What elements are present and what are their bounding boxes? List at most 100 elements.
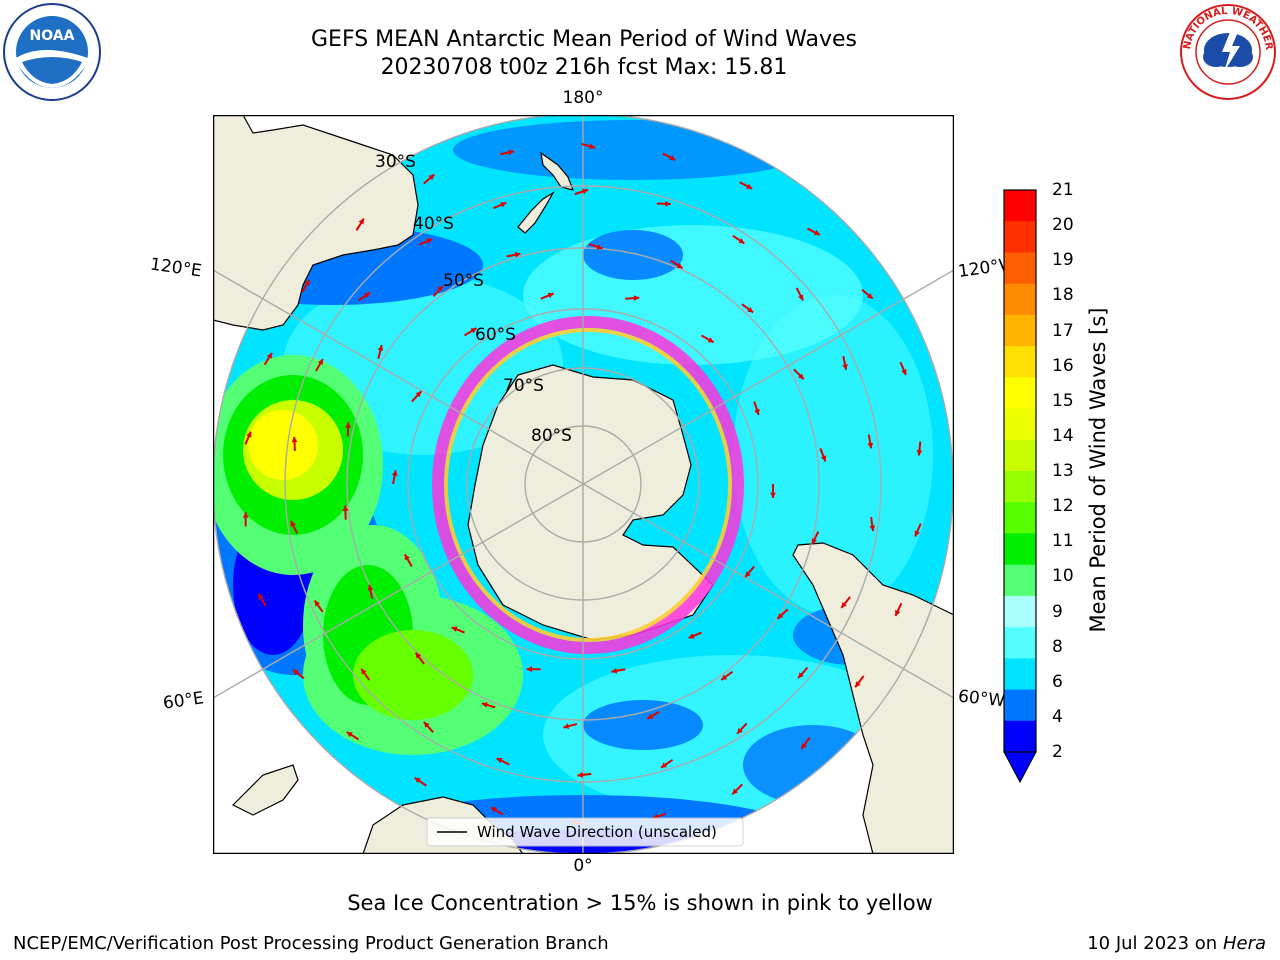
colorbar-blocks (1004, 190, 1036, 753)
wind-arrow-head (737, 727, 743, 734)
colorbar-block (1004, 283, 1036, 316)
wind-arrow-head (596, 244, 603, 250)
new-zealand-south (517, 191, 555, 234)
wind-arrow-head (869, 525, 876, 531)
wind-arrow-head (855, 681, 861, 688)
wind-arrow-head (563, 723, 570, 729)
lat-label-60s: 60°S (475, 325, 516, 345)
australia-land (213, 115, 419, 331)
sea-ice-ring (432, 316, 744, 654)
wind-arrow-head (490, 807, 497, 813)
wind-arrow-head (798, 294, 804, 301)
wind-arrow-head (770, 492, 776, 498)
colorbar-block (1004, 720, 1036, 753)
wind-arrow-head (842, 364, 848, 370)
wind-arrow-head (547, 292, 554, 299)
legend-label: Wind Wave Direction (unscaled) (477, 823, 717, 841)
wind-arrow-head (866, 293, 873, 299)
new-zealand-north (540, 151, 574, 191)
wind-arrow-head (914, 530, 920, 537)
wind-arrow-head (688, 633, 695, 639)
sea-ice-note: Sea Ice Concentration > 15% is shown in … (347, 891, 933, 915)
wind-arrow-head (746, 183, 753, 189)
wind-arrow-head (437, 285, 443, 292)
colorbar-block (1004, 221, 1036, 253)
south-america-land (792, 465, 954, 854)
latitude-labels: 30°S 40°S 50°S 60°S 70°S 80°S (375, 152, 572, 446)
lat-label-30s: 30°S (375, 152, 416, 172)
landmasses (213, 115, 954, 854)
wind-arrow-head (304, 279, 310, 286)
wind-arrow-head (797, 373, 804, 380)
colorbar-tick-label: 9 (1052, 601, 1063, 622)
wind-arrow-head (669, 155, 676, 161)
colorbar-tick-label: 10 (1052, 566, 1074, 587)
wind-arrow-head (345, 422, 351, 428)
wind-arrow-head (496, 758, 503, 764)
colorbar-block (1004, 252, 1036, 285)
colorbar-block (1004, 658, 1036, 691)
colorbar-block (1004, 689, 1036, 722)
antarctica-land (467, 364, 714, 641)
polar-map: 30°S 40°S 50°S 60°S 70°S 80°S Wind Wave … (213, 115, 954, 854)
colorbar-tick-label: 14 (1052, 425, 1074, 446)
wind-arrow-head (811, 538, 817, 545)
wind-arrow-head (665, 200, 671, 207)
wind-arrow-head (577, 772, 583, 778)
wind-arrows (242, 143, 923, 826)
wind-arrow-head (745, 571, 751, 578)
map-subtitle: 20230708 t00z 216h fcst Max: 15.81 (380, 55, 788, 80)
wind-arrow-head (676, 262, 683, 269)
wind-arrow-head (391, 470, 398, 476)
colorbar-tick-label: 20 (1052, 215, 1074, 236)
lon-label-120e: 120°E (148, 254, 203, 282)
colorbar-tick-label: 4 (1052, 706, 1063, 727)
wind-arrow-head (423, 721, 430, 728)
wind-arrow-head (451, 626, 458, 632)
colorbar-tick-label: 8 (1052, 636, 1063, 657)
colorbar-block (1004, 408, 1036, 441)
wind-arrow-head (258, 593, 264, 600)
wind-arrow-head (841, 601, 847, 608)
wind-arrow-head (777, 613, 784, 619)
wind-arrow-head (404, 554, 410, 561)
colorbar-block (1004, 564, 1036, 597)
wind-arrow-head (481, 702, 488, 708)
colorbar-block (1004, 595, 1036, 628)
wind-arrow-head (820, 455, 827, 462)
wind-arrow-head (426, 238, 433, 244)
lat-label-70s: 70°S (503, 376, 544, 396)
wind-arrow-head (661, 762, 667, 768)
wind-arrow-head (500, 202, 507, 208)
colorbar-block (1004, 439, 1036, 472)
colorbar-block (1004, 471, 1036, 503)
wind-arrow-head (754, 408, 760, 415)
lon-label-60w: 60°W (957, 686, 1006, 712)
colorbar-block (1004, 346, 1036, 378)
wind-arrow-head (292, 669, 299, 676)
wind-arrow-head (738, 238, 745, 244)
colorbar (1003, 189, 1037, 784)
footer-date: 10 Jul 2023 on Hera (1087, 933, 1266, 954)
wind-arrow-head (813, 229, 820, 236)
colorbar-tick-label: 18 (1052, 285, 1074, 306)
noaa-logo-text: NOAA (30, 28, 75, 44)
wind-arrow-head (291, 436, 298, 443)
colorbar-tick-label: 19 (1052, 250, 1074, 271)
lat-label-80s: 80°S (531, 426, 572, 446)
wind-arrow-head (633, 295, 640, 301)
wind-arrow-head (707, 337, 714, 343)
wind-arrow-head (428, 174, 435, 181)
wind-arrow-head (798, 672, 804, 679)
colorbar-tick-label: 11 (1052, 531, 1074, 552)
wind-arrow-head (470, 328, 477, 334)
colorbar-tick-label: 2 (1052, 742, 1063, 762)
wind-arrow-head (415, 391, 422, 398)
map-title: GEFS MEAN Antarctic Mean Period of Wind … (311, 27, 857, 52)
wind-arrow-head (364, 292, 371, 298)
footer-branch: NCEP/EMC/Verification Post Processing Pr… (13, 933, 609, 954)
map-legend: Wind Wave Direction (unscaled) (426, 817, 744, 847)
wind-arrow-head (342, 505, 349, 511)
nws-logo: NATIONAL WEATHER SERVICE (1178, 2, 1276, 100)
wind-arrow-head (647, 713, 654, 719)
